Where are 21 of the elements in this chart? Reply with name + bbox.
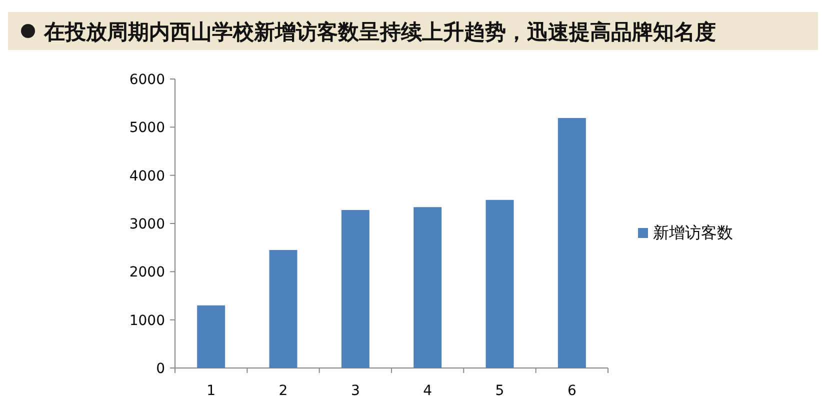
x-tick-label: 4 xyxy=(423,383,432,399)
y-tick-label: 6000 xyxy=(129,72,165,88)
bar xyxy=(486,200,514,368)
y-tick-label: 1000 xyxy=(129,312,165,329)
bar xyxy=(341,210,370,368)
y-tick-label: 4000 xyxy=(129,168,165,184)
y-tick-label: 2000 xyxy=(129,264,165,281)
x-tick-label: 1 xyxy=(206,383,216,399)
chart-title: 在投放周期内西山学校新增访客数呈持续上升趋势，迅速提高品牌知名度 xyxy=(43,20,716,44)
y-tick-label: 5000 xyxy=(129,120,165,136)
bar xyxy=(197,305,226,368)
legend-label: 新增访客数 xyxy=(653,223,733,242)
y-tick-label: 0 xyxy=(156,361,165,377)
y-tick-label: 3000 xyxy=(129,216,165,232)
x-tick-label: 2 xyxy=(278,383,288,399)
bar xyxy=(414,207,442,368)
x-tick-label: 6 xyxy=(567,383,576,399)
x-tick-label: 3 xyxy=(350,383,360,399)
x-tick-label: 5 xyxy=(495,383,504,399)
bar xyxy=(269,250,298,368)
bar xyxy=(558,118,586,368)
